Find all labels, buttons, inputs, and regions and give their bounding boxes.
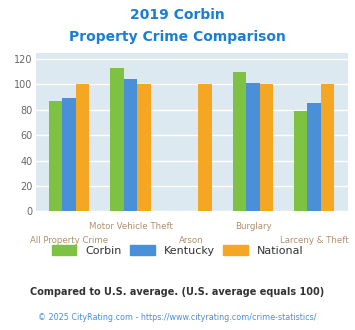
Text: 2019 Corbin: 2019 Corbin bbox=[130, 8, 225, 22]
Text: Larceny & Theft: Larceny & Theft bbox=[280, 236, 349, 245]
Text: Property Crime Comparison: Property Crime Comparison bbox=[69, 30, 286, 44]
Text: All Property Crime: All Property Crime bbox=[30, 236, 108, 245]
Bar bbox=[246, 83, 260, 211]
Legend: Corbin, Kentucky, National: Corbin, Kentucky, National bbox=[47, 240, 308, 260]
Bar bbox=[137, 84, 151, 211]
Bar bbox=[198, 84, 212, 211]
Text: © 2025 CityRating.com - https://www.cityrating.com/crime-statistics/: © 2025 CityRating.com - https://www.city… bbox=[38, 314, 317, 322]
Bar bbox=[49, 101, 62, 211]
Bar bbox=[110, 68, 124, 211]
Bar bbox=[76, 84, 89, 211]
Text: Burglary: Burglary bbox=[235, 222, 271, 231]
Bar bbox=[294, 111, 307, 211]
Bar bbox=[307, 104, 321, 211]
Bar bbox=[124, 80, 137, 211]
Text: Arson: Arson bbox=[179, 236, 204, 245]
Bar bbox=[62, 98, 76, 211]
Bar bbox=[321, 84, 334, 211]
Bar bbox=[260, 84, 273, 211]
Bar bbox=[233, 72, 246, 211]
Text: Compared to U.S. average. (U.S. average equals 100): Compared to U.S. average. (U.S. average … bbox=[31, 287, 324, 297]
Text: Motor Vehicle Theft: Motor Vehicle Theft bbox=[88, 222, 173, 231]
